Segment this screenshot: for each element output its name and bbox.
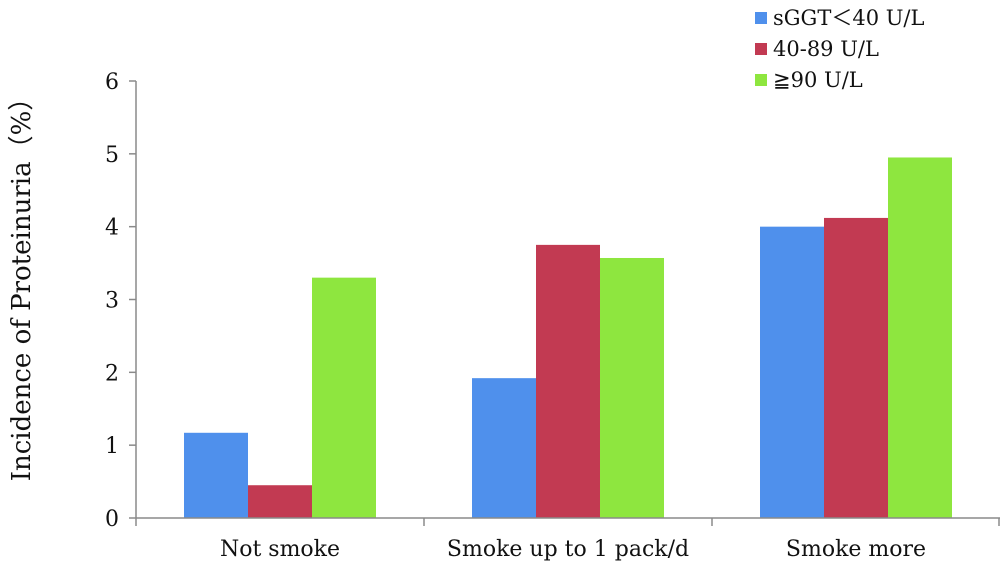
x-tick-label: Smoke more bbox=[786, 537, 926, 562]
y-tick-label: 5 bbox=[105, 143, 119, 168]
y-axis-title: Incidence of Proteinuria（%） bbox=[7, 85, 37, 482]
x-tick-label: Not smoke bbox=[220, 537, 340, 562]
x-tick-label: Smoke up to 1 pack/d bbox=[447, 537, 689, 562]
legend-swatch bbox=[755, 12, 767, 24]
legend-label: 40-89 U/L bbox=[773, 37, 879, 61]
bar bbox=[536, 244, 600, 518]
y-axis: 0 1 2 3 4 5 6 bbox=[105, 70, 137, 532]
y-tick-label: 2 bbox=[105, 361, 119, 386]
bar bbox=[760, 226, 824, 518]
bar bbox=[824, 217, 888, 518]
legend-label: ≧90 U/L bbox=[773, 68, 863, 92]
legend-label: sGGT＜40 U/L bbox=[773, 6, 925, 30]
legend: sGGT＜40 U/L 40-89 U/L ≧90 U/L bbox=[755, 6, 925, 92]
bar bbox=[184, 432, 248, 518]
bar bbox=[248, 485, 312, 518]
y-tick-label: 0 bbox=[105, 507, 119, 532]
legend-swatch bbox=[755, 43, 767, 55]
y-tick-label: 1 bbox=[105, 434, 119, 459]
legend-swatch bbox=[755, 74, 767, 86]
y-tick-label: 4 bbox=[105, 216, 119, 241]
bars bbox=[184, 157, 952, 518]
bar bbox=[472, 378, 536, 518]
y-tick-label: 3 bbox=[105, 289, 119, 314]
bar bbox=[312, 277, 376, 518]
x-axis: Not smoke Smoke up to 1 pack/d Smoke more bbox=[135, 517, 1000, 562]
bar bbox=[888, 157, 952, 518]
y-tick-label: 6 bbox=[105, 70, 119, 95]
bar bbox=[600, 257, 664, 518]
